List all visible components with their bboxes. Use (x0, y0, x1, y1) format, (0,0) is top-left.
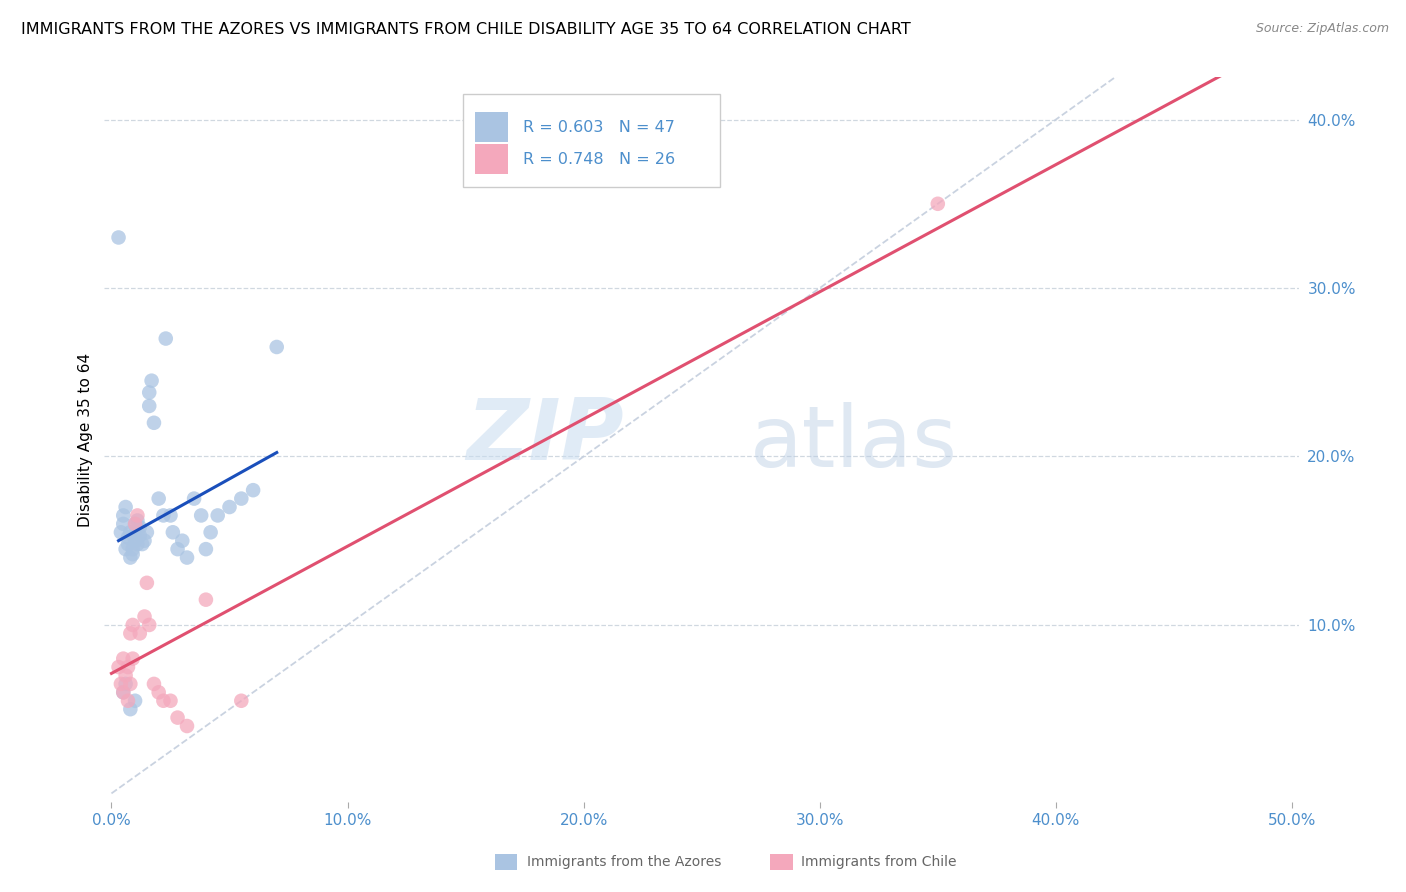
Bar (475, 144, 508, 174)
Point (143, 416, 166, 430)
Point (112, 685, 135, 699)
Bar (495, 854, 517, 870)
Point (218, 500, 240, 514)
Point (134, 609, 156, 624)
Point (141, 374, 163, 388)
Point (138, 618, 160, 632)
Point (127, 514, 149, 528)
Point (194, 542, 217, 557)
Point (120, 525, 142, 540)
Point (117, 660, 139, 674)
Point (207, 508, 229, 523)
Bar (770, 854, 793, 870)
Point (112, 516, 135, 531)
Point (131, 537, 153, 551)
Point (124, 525, 146, 540)
Point (127, 537, 149, 551)
Text: R = 0.748   N = 26: R = 0.748 N = 26 (523, 152, 675, 167)
Text: IMMIGRANTS FROM THE AZORES VS IMMIGRANTS FROM CHILE DISABILITY AGE 35 TO 64 CORR: IMMIGRANTS FROM THE AZORES VS IMMIGRANTS… (21, 22, 911, 37)
Point (110, 525, 132, 540)
Point (183, 491, 205, 506)
Point (159, 508, 181, 523)
Point (148, 685, 170, 699)
Text: Immigrants from Chile: Immigrants from Chile (801, 855, 957, 869)
Y-axis label: Disability Age 35 to 64: Disability Age 35 to 64 (79, 352, 93, 526)
Point (134, 533, 156, 548)
Point (120, 702, 142, 716)
Point (128, 529, 150, 543)
Point (152, 508, 174, 523)
Point (110, 677, 132, 691)
Point (120, 626, 142, 640)
Point (120, 677, 142, 691)
Point (120, 550, 142, 565)
Point (152, 694, 174, 708)
Point (135, 575, 157, 590)
Point (135, 525, 157, 540)
Point (114, 500, 136, 514)
Point (148, 491, 170, 506)
Point (231, 694, 253, 708)
Point (127, 508, 149, 523)
Point (117, 530, 139, 544)
Point (194, 592, 217, 607)
Point (124, 516, 146, 531)
Point (114, 542, 136, 557)
Point (124, 516, 146, 531)
Point (114, 668, 136, 682)
Point (266, 340, 288, 354)
Point (128, 520, 150, 534)
Point (231, 491, 253, 506)
Point (128, 626, 150, 640)
Text: Immigrants from the Azores: Immigrants from the Azores (527, 855, 721, 869)
Text: ZIP: ZIP (467, 394, 624, 477)
Point (124, 533, 146, 548)
Point (190, 508, 212, 523)
Point (138, 399, 160, 413)
Point (112, 508, 135, 523)
Point (117, 537, 139, 551)
Text: R = 0.603   N = 47: R = 0.603 N = 47 (523, 120, 675, 135)
Text: atlas: atlas (749, 401, 957, 484)
Point (166, 710, 188, 724)
Point (107, 230, 129, 244)
Bar (475, 112, 508, 143)
Point (121, 547, 143, 561)
Point (927, 196, 949, 211)
Point (121, 618, 143, 632)
Point (121, 651, 143, 665)
Point (117, 694, 139, 708)
Point (143, 677, 166, 691)
Point (112, 651, 135, 665)
Point (166, 542, 188, 557)
Point (107, 660, 129, 674)
Point (121, 542, 143, 557)
Point (176, 719, 198, 733)
Point (242, 483, 264, 498)
Text: Source: ZipAtlas.com: Source: ZipAtlas.com (1256, 22, 1389, 36)
Point (176, 550, 198, 565)
FancyBboxPatch shape (463, 94, 720, 186)
Point (200, 525, 222, 540)
Point (138, 385, 160, 400)
Point (114, 677, 136, 691)
Point (162, 525, 184, 540)
Point (172, 533, 194, 548)
Point (155, 332, 177, 346)
Point (112, 685, 135, 699)
Point (124, 694, 146, 708)
Point (159, 694, 181, 708)
